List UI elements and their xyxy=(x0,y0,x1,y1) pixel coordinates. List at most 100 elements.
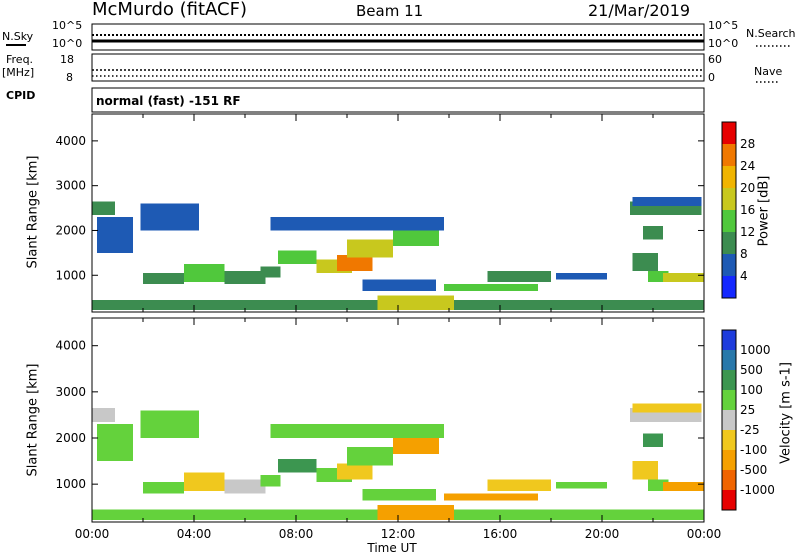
x-tick-label: 00:00 xyxy=(687,527,722,541)
colorbar-swatch xyxy=(722,254,736,277)
velocity-band xyxy=(347,447,393,466)
power-band xyxy=(556,273,608,280)
power-band xyxy=(270,217,444,231)
colorbar-swatch xyxy=(722,232,736,255)
velocity-band xyxy=(647,479,669,491)
power-panel xyxy=(92,196,704,311)
colorbar-tick-label: 24 xyxy=(740,159,755,173)
colorbar-tick-label: 100 xyxy=(740,383,763,397)
freq-label-line2: [MHz] xyxy=(2,66,35,79)
velocity-band xyxy=(140,410,200,438)
x-tick-label: 04:00 xyxy=(177,527,212,541)
power-band xyxy=(143,273,184,285)
noise-left-tick-bottom: 10^0 xyxy=(52,37,83,50)
velocity-band xyxy=(377,504,455,521)
colorbar-tick-label: -1000 xyxy=(740,483,775,497)
power-band xyxy=(224,270,266,285)
power-band xyxy=(632,196,702,206)
power-band xyxy=(336,255,373,271)
power-band xyxy=(443,284,539,291)
colorbar-tick-label: 8 xyxy=(740,247,748,261)
colorbar-tick-label: 500 xyxy=(740,363,763,377)
y-tick-label: 1000 xyxy=(55,268,86,282)
colorbar-frame xyxy=(721,329,737,511)
colorbar-tick-label: -25 xyxy=(740,423,760,437)
velocity-band xyxy=(183,472,225,492)
velocity-band xyxy=(663,481,704,491)
velocity-band xyxy=(443,493,539,501)
colorbar-swatch xyxy=(722,450,736,471)
x-tick-label: 20:00 xyxy=(585,527,620,541)
power-band xyxy=(663,273,704,282)
velocity-colorbar: 1000 500 100 25 -25 -100 -500 -1000 xyxy=(721,329,775,511)
colorbar-swatch xyxy=(722,370,736,391)
colorbar-swatch xyxy=(722,490,736,511)
y-tick-label: 4000 xyxy=(55,339,86,353)
power-band xyxy=(183,264,225,282)
freq-panel-frame xyxy=(91,53,705,82)
x-tick-label: 12:00 xyxy=(381,527,416,541)
velocity-band xyxy=(336,463,373,480)
power-band xyxy=(642,226,664,240)
power-band xyxy=(347,239,393,258)
nave-tick-bottom: 0 xyxy=(708,71,715,84)
cpid-text: normal (fast) -151 RF xyxy=(96,94,241,108)
velocity-band xyxy=(92,408,115,422)
x-tick-label: 16:00 xyxy=(483,527,518,541)
velocity-band xyxy=(278,458,317,473)
colorbar-tick-label: -500 xyxy=(740,463,767,477)
noise-right-tick-bottom: 10^0 xyxy=(708,37,739,50)
velocity-band xyxy=(632,403,702,413)
power-band xyxy=(377,295,455,311)
colorbar-swatch xyxy=(722,390,736,411)
velocity-band xyxy=(556,481,608,489)
colorbar-tick-label: 4 xyxy=(740,269,748,283)
colorbar-swatch xyxy=(722,470,736,491)
noise-right-tick-top: 10^5 xyxy=(708,19,739,32)
cpid-panel-frame xyxy=(91,87,705,113)
velocity-band xyxy=(143,481,184,494)
velocity-band xyxy=(270,424,444,438)
power-band xyxy=(362,279,437,291)
velocity-band xyxy=(487,479,552,491)
power-band xyxy=(278,250,317,264)
y-tick-label: 2000 xyxy=(55,431,86,445)
noise-panel-frame xyxy=(91,23,705,51)
power-band xyxy=(260,266,281,278)
y-tick-label: 4000 xyxy=(55,134,86,148)
station-title: McMurdo (fitACF) xyxy=(92,0,247,20)
x-tick-label: 00:00 xyxy=(75,527,110,541)
velocity-band xyxy=(392,433,439,455)
colorbar-swatch xyxy=(722,166,736,189)
colorbar-tick-label: 1000 xyxy=(740,343,771,357)
x-axis-label: Time UT xyxy=(367,541,417,555)
velocity-band xyxy=(362,488,437,501)
velocity-band xyxy=(632,461,659,480)
colorbar-swatch xyxy=(722,144,736,167)
colorbar-tick-label: 12 xyxy=(740,225,755,239)
cpid-label: CPID xyxy=(6,89,36,102)
power-colorbar: 4 8 12 16 20 24 28 xyxy=(721,121,755,299)
freq-tick-top: 18 xyxy=(60,53,74,66)
colorbar-tick-label: -100 xyxy=(740,443,767,457)
colorbar-frame xyxy=(721,121,737,299)
nave-label: Nave xyxy=(754,65,783,78)
colorbar-tick-label: 16 xyxy=(740,203,755,217)
velocity-panel xyxy=(92,403,704,521)
freq-label-line1: Freq. xyxy=(6,53,34,66)
y-tick-label: 3000 xyxy=(55,385,86,399)
colorbar-swatch xyxy=(722,430,736,451)
freq-tick-bottom: 8 xyxy=(66,71,73,84)
velocity-band xyxy=(260,474,281,487)
noise-right-label: N.Search xyxy=(746,27,796,40)
y-tick-label: 1000 xyxy=(55,477,86,491)
power-band xyxy=(487,270,552,282)
axis-ticks: 1000 2000 3000 4000 1000 2000 3000 4000 00:00 04:… xyxy=(55,114,721,541)
colorbar-tick-label: 25 xyxy=(740,403,755,417)
velocity-band xyxy=(642,433,664,448)
colorbar-swatch xyxy=(722,122,736,145)
noise-left-tick-top: 10^5 xyxy=(52,19,83,32)
y-tick-label: 2000 xyxy=(55,223,86,237)
power-band xyxy=(647,270,669,282)
